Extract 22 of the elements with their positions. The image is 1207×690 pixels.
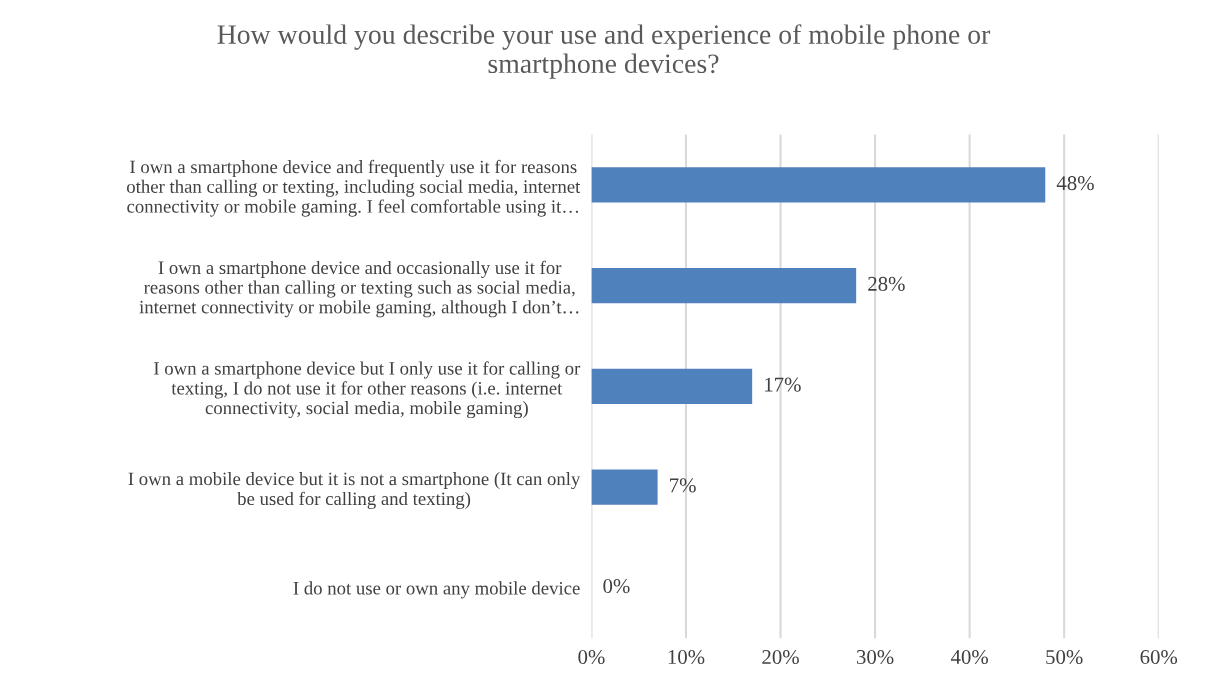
x-tick-label: 0% bbox=[578, 649, 605, 665]
data-label: 7% bbox=[670, 478, 696, 493]
x-tick-label: 30% bbox=[856, 649, 894, 665]
bar bbox=[591, 268, 857, 304]
bar bbox=[591, 368, 753, 405]
bar bbox=[591, 167, 1046, 203]
x-tick-label: 20% bbox=[762, 649, 799, 665]
y-tick-label: I own a smartphone device and frequently use it for reasons other than calling or texting, including social media, internet connectivity or mobile gaming. I feel comfortable using it… bbox=[126, 159, 581, 217]
y-tick-label: I do not use or own any mobile device bbox=[293, 581, 580, 599]
y-tick-label: I own a smartphone device but I only use it for calling or texting, I do not use it for other reasons (i.e. internet connectivity, social media, mobile gaming) bbox=[154, 361, 581, 419]
chart-title: How would you describe your use and experience of mobile phone or smartphone devices? bbox=[217, 24, 991, 79]
x-tick-label: 10% bbox=[668, 649, 705, 665]
x-tick-label: 50% bbox=[1046, 649, 1083, 665]
y-tick-label: I own a smartphone device and occasionally use it for reasons other than calling or texting such as social media, internet connectivity or mobile gaming, although I don’t… bbox=[139, 260, 579, 318]
y-tick-label: I own a mobile device but it is not a smartphone (It can only be used for calling and texting) bbox=[128, 472, 581, 509]
x-tick-label: 60% bbox=[1140, 649, 1178, 665]
data-label: 17% bbox=[765, 377, 801, 392]
bar bbox=[591, 469, 658, 505]
data-label: 0% bbox=[603, 579, 630, 594]
data-label: 28% bbox=[868, 276, 905, 291]
data-label: 48% bbox=[1056, 176, 1094, 191]
x-tick-label: 40% bbox=[950, 649, 989, 665]
